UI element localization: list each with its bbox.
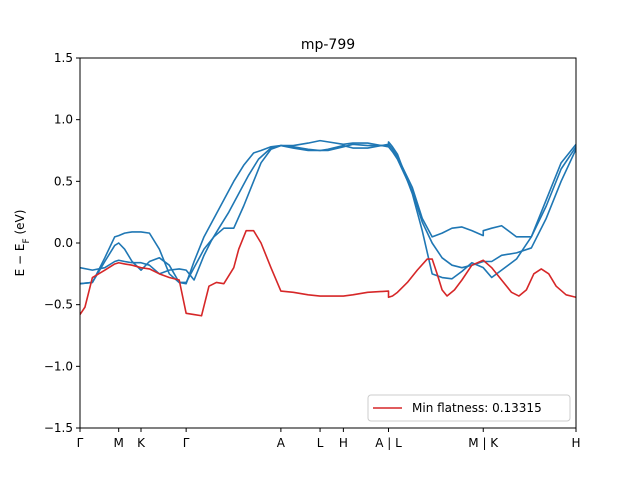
band-line-min-flatness [80,229,576,317]
band-line-1 [80,143,576,285]
x-tick-label: H [571,436,580,450]
y-tick-label: −1.0 [44,359,73,373]
plot-frame [79,57,577,429]
x-tick-label: H [339,436,348,450]
y-axis-label-unit: (eV) [13,210,27,239]
x-tick-label: K [137,436,146,450]
y-tick-label: 1.0 [54,113,73,127]
y-axis-label-subscript: F [22,238,32,243]
band-lines [80,139,576,317]
legend-entry-min-flatness: Min flatness: 0.13315 [412,401,542,415]
x-tick-label: A | L [375,436,402,450]
band-line-3 [80,141,576,281]
y-tick-label: 0.0 [54,236,73,250]
legend-box [367,394,571,422]
legend: Min flatness: 0.13315 [367,394,571,422]
y-tick-label: 0.5 [54,174,73,188]
y-tick-label: −1.5 [44,421,73,435]
chart-title: mp-799 [301,37,355,53]
y-tick-label: −0.5 [44,298,73,312]
y-axis-label: E − EF (eV) [13,210,32,277]
x-tick-label: Γ [77,436,84,450]
plot-area [80,139,576,317]
y-axis-label-main: E − E [13,244,27,277]
x-tick-label: M | K [468,436,499,450]
x-tick-label: M [114,436,124,450]
x-tick-label: L [317,436,324,450]
y-tick-label: 1.5 [54,51,73,65]
x-tick-label: Γ [183,436,190,450]
y-ticks: −1.5 −1.0 −0.5 0.0 0.5 1.0 1.5 [44,51,80,435]
x-tick-label: A [277,436,286,450]
